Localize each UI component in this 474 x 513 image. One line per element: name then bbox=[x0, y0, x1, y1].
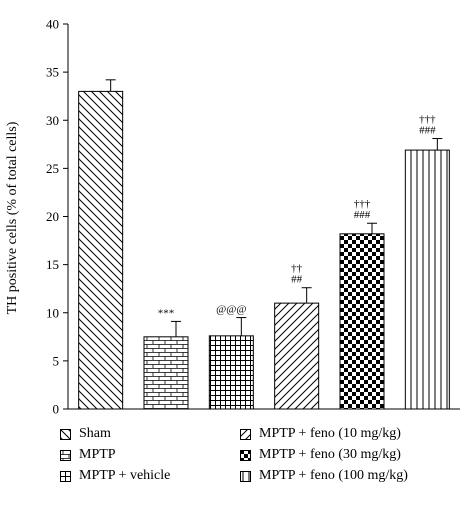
significance-label: ## bbox=[291, 274, 303, 286]
significance-label: *** bbox=[158, 307, 175, 319]
y-tick-label: 10 bbox=[46, 305, 59, 320]
significance-label: ††† bbox=[419, 114, 436, 126]
bar bbox=[339, 233, 385, 410]
axes: 0 5 10 15 20 25 30 35 40 bbox=[46, 17, 460, 417]
y-tick-label: 25 bbox=[46, 161, 59, 176]
bar-group bbox=[78, 79, 124, 410]
y-tick-label: 35 bbox=[46, 65, 59, 80]
y-tick-label: 30 bbox=[46, 113, 59, 128]
bar-group: ##†† bbox=[274, 263, 320, 410]
bar bbox=[404, 149, 450, 410]
bar bbox=[143, 336, 189, 410]
y-tick-label: 0 bbox=[53, 402, 60, 417]
significance-label: ### bbox=[354, 209, 371, 221]
significance-label: ††† bbox=[354, 198, 371, 210]
bar-group: ###††† bbox=[339, 198, 385, 410]
bar-group: ###††† bbox=[404, 114, 450, 410]
bar-group: @@@ bbox=[208, 304, 254, 410]
bar bbox=[274, 302, 320, 410]
y-tick-label: 5 bbox=[53, 353, 60, 368]
bar-group: *** bbox=[143, 307, 189, 410]
y-tick-label: 15 bbox=[46, 257, 59, 272]
significance-label: @@@ bbox=[216, 304, 246, 316]
y-axis-label: TH positive cells (% of total cells) bbox=[5, 121, 20, 314]
y-tick-label: 20 bbox=[46, 209, 59, 224]
y-tick-label: 40 bbox=[46, 17, 59, 32]
bar bbox=[78, 90, 124, 410]
bar bbox=[208, 335, 254, 410]
significance-label: ### bbox=[419, 125, 436, 137]
significance-label: †† bbox=[291, 263, 303, 275]
bars: *** @@@##††###†††###††† bbox=[78, 79, 450, 410]
